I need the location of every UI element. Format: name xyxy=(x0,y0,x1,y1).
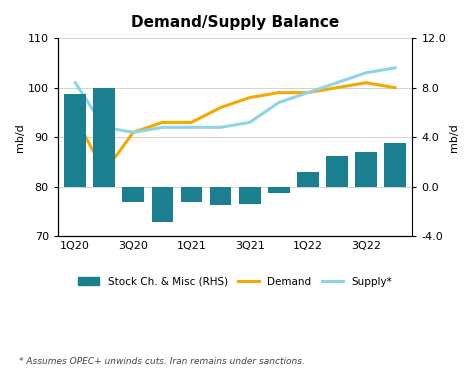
Demand xyxy=(305,91,310,95)
Supply* xyxy=(276,100,282,105)
Supply* xyxy=(334,81,340,85)
Text: * Assumes OPEC+ unwinds cuts. Iran remains under sanctions.: * Assumes OPEC+ unwinds cuts. Iran remai… xyxy=(19,357,305,366)
Bar xyxy=(122,187,144,202)
Supply* xyxy=(363,71,369,75)
Supply* xyxy=(247,120,253,125)
Line: Supply*: Supply* xyxy=(75,68,395,132)
Bar xyxy=(297,172,319,187)
Supply* xyxy=(73,81,78,85)
Supply* xyxy=(392,66,398,70)
Bar xyxy=(210,187,231,205)
Demand xyxy=(247,95,253,100)
Demand xyxy=(392,85,398,90)
Y-axis label: mb/d: mb/d xyxy=(449,123,459,152)
Legend: Stock Ch. & Misc (RHS), Demand, Supply*: Stock Ch. & Misc (RHS), Demand, Supply* xyxy=(74,272,396,291)
Bar xyxy=(355,152,377,187)
Demand xyxy=(276,91,282,95)
Supply* xyxy=(160,125,165,130)
Supply* xyxy=(218,125,223,130)
Bar xyxy=(384,144,406,187)
Bar xyxy=(152,187,173,222)
Bar xyxy=(93,88,115,187)
Supply* xyxy=(305,91,310,95)
Title: Demand/Supply Balance: Demand/Supply Balance xyxy=(131,15,339,30)
Demand xyxy=(101,170,107,174)
Bar xyxy=(181,187,202,202)
Demand xyxy=(334,85,340,90)
Demand xyxy=(189,120,194,125)
Demand xyxy=(218,105,223,110)
Supply* xyxy=(130,130,136,135)
Bar xyxy=(64,94,86,187)
Supply* xyxy=(101,125,107,130)
Bar xyxy=(268,187,290,193)
Line: Demand: Demand xyxy=(75,83,395,172)
Y-axis label: mb/d: mb/d xyxy=(15,123,25,152)
Demand xyxy=(160,120,165,125)
Demand xyxy=(363,81,369,85)
Supply* xyxy=(189,125,194,130)
Demand xyxy=(73,115,78,120)
Bar xyxy=(326,156,348,187)
Demand xyxy=(130,130,136,135)
Bar xyxy=(239,187,261,204)
